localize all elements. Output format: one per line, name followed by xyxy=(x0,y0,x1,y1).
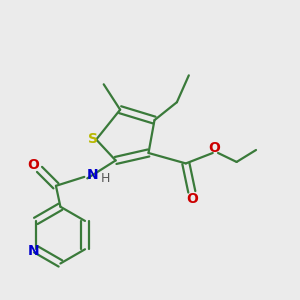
Text: N: N xyxy=(28,244,39,258)
Text: H: H xyxy=(100,172,110,185)
Text: S: S xyxy=(88,132,98,146)
Text: O: O xyxy=(186,192,198,206)
Text: O: O xyxy=(208,141,220,154)
Text: N: N xyxy=(87,168,98,182)
Text: O: O xyxy=(27,158,39,172)
